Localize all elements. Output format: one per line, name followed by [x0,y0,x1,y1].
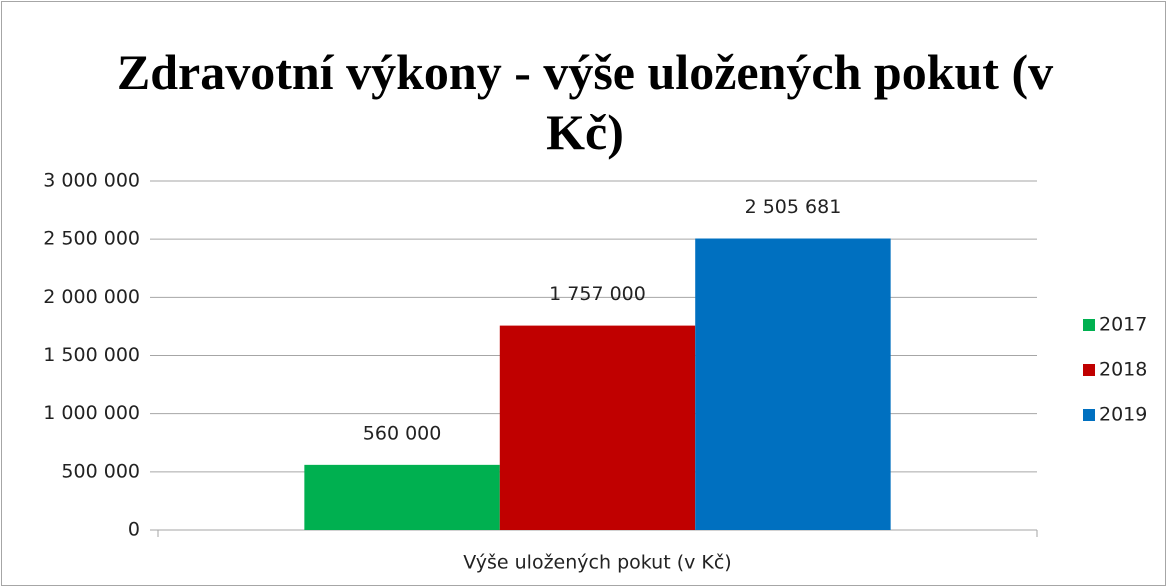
bar [499,325,696,530]
legend-label: 2019 [1099,404,1147,426]
y-tick-label: 0 [128,519,140,541]
data-label: 560 000 [363,422,442,444]
chart-title: Zdravotní výkony - výše uložených pokut … [116,44,1054,160]
y-tick-label: 2 000 000 [43,286,140,308]
y-tick-label: 1 500 000 [43,344,140,366]
bar [695,238,891,530]
y-tick-label: 3 000 000 [43,170,140,192]
y-tick-label: 1 000 000 [43,402,140,424]
data-label: 1 757 000 [549,283,646,305]
legend-label: 2017 [1099,314,1147,336]
bar [304,464,500,530]
legend-swatch [1083,364,1095,376]
y-tick-label: 2 500 000 [43,228,140,250]
data-label: 2 505 681 [745,196,842,218]
legend-swatch [1083,409,1095,421]
legend-swatch [1083,319,1095,331]
x-tick-label: Výše uložených pokut (v Kč) [463,552,731,574]
legend-label: 2018 [1099,359,1147,381]
y-tick-label: 500 000 [61,460,140,482]
